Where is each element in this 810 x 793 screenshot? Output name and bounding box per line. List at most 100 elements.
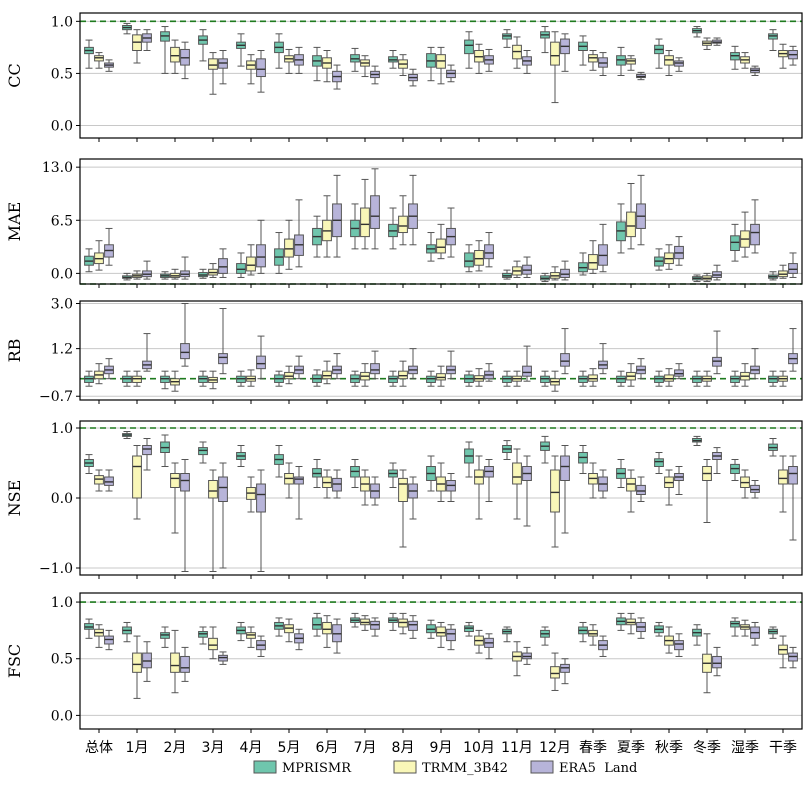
box-3-19 <box>788 328 798 372</box>
box-2-1 <box>94 240 104 271</box>
box-1-12 <box>502 626 512 643</box>
box-3-18 <box>750 621 760 646</box>
box-3-10 <box>446 64 456 83</box>
box-3-7 <box>332 353 342 380</box>
box-1-5 <box>236 621 246 642</box>
y-tick-label: 1.0 <box>51 421 73 437</box>
box-1-18 <box>730 223 740 262</box>
box-2-19 <box>778 455 788 513</box>
y-tick-label: 0.0 <box>51 708 73 724</box>
box-1-4 <box>198 626 208 645</box>
box-1-4 <box>198 29 208 62</box>
box-3-8 <box>370 476 380 506</box>
box-2-13 <box>550 455 560 548</box>
box-2-17 <box>702 633 712 694</box>
box-2-5 <box>246 626 256 648</box>
box-1-1 <box>84 39 94 69</box>
y-tick-label: −1.0 <box>39 561 73 577</box>
box-1-3 <box>160 626 170 648</box>
box-2-11 <box>474 240 484 272</box>
box-3-2 <box>142 641 152 682</box>
box-3-10 <box>446 350 456 380</box>
box-2-11 <box>474 43 484 74</box>
box-2-17 <box>702 272 712 283</box>
box-2-15 <box>626 612 636 635</box>
box-1-2 <box>122 272 132 281</box>
box-1-7 <box>312 369 322 387</box>
box-2-2 <box>132 445 142 520</box>
box-3-8 <box>370 65 380 85</box>
box-2-10 <box>436 621 446 648</box>
box-1-18 <box>730 370 740 387</box>
box-3-12 <box>522 646 532 665</box>
box-body <box>132 652 142 673</box>
box-3-2 <box>142 260 152 280</box>
box-2-3 <box>170 629 180 694</box>
x-tick-label: 湿季 <box>731 740 759 756</box>
box-body <box>198 447 208 456</box>
box-2-7 <box>322 195 332 258</box>
box-2-8 <box>360 178 370 250</box>
box-3-16 <box>674 466 684 495</box>
box-1-4 <box>198 441 208 464</box>
box-3-6 <box>294 466 304 520</box>
box-3-11 <box>484 633 494 660</box>
legend-label: MPRISMR <box>282 761 352 776</box>
box-2-18 <box>740 363 750 387</box>
panel-nse: −1.0 0.0 1.0 NSE <box>5 420 803 579</box>
box-1-15 <box>616 370 626 387</box>
box-3-11 <box>484 459 494 502</box>
box-3-15 <box>636 71 646 81</box>
box-3-11 <box>484 232 494 268</box>
box-3-9 <box>408 174 418 246</box>
box-body <box>560 455 570 481</box>
box-3-11 <box>484 363 494 382</box>
box-2-8 <box>360 469 370 506</box>
box-1-1 <box>84 618 94 639</box>
panel-mae: 0.0 6.5 13.0 MAE <box>5 158 803 288</box>
box-3-3 <box>180 646 190 682</box>
box-body <box>560 268 570 278</box>
box-3-14 <box>598 52 608 76</box>
box-body <box>246 256 256 272</box>
box-2-13 <box>550 370 560 392</box>
x-tick-label: 8月 <box>392 740 415 756</box>
box-2-9 <box>398 54 408 76</box>
box-1-19 <box>768 271 778 281</box>
box-2-16 <box>664 626 674 654</box>
box-2-11 <box>474 368 484 387</box>
box-body <box>170 46 180 63</box>
box-2-9 <box>398 360 408 387</box>
box-body <box>398 370 408 380</box>
box-1-15 <box>616 459 626 488</box>
box-body <box>464 39 474 55</box>
box-2-5 <box>246 244 256 276</box>
box-body <box>218 258 228 274</box>
box-3-7 <box>332 64 342 90</box>
x-tick-label: 9月 <box>430 740 453 756</box>
box-body <box>294 476 304 485</box>
box-2-6 <box>284 365 294 385</box>
box-1-17 <box>692 274 702 283</box>
box-3-12 <box>522 455 532 527</box>
box-2-2 <box>132 635 142 699</box>
box-1-10 <box>426 619 436 639</box>
box-1-13 <box>540 435 550 464</box>
box-2-8 <box>360 55 370 78</box>
box-3-19 <box>788 252 798 278</box>
box-2-15 <box>626 469 636 513</box>
box-1-12 <box>502 440 512 460</box>
box-2-9 <box>398 195 408 246</box>
box-2-16 <box>664 469 674 506</box>
box-1-17 <box>692 435 702 446</box>
box-1-5 <box>236 33 246 67</box>
box-2-2 <box>132 270 142 280</box>
box-2-9 <box>398 469 408 548</box>
box-1-6 <box>274 445 284 478</box>
box-1-10 <box>426 370 436 387</box>
box-2-14 <box>588 462 598 499</box>
box-2-12 <box>512 260 522 278</box>
box-body <box>218 353 228 365</box>
y-tick-label: 0.5 <box>51 652 73 668</box>
x-tick-label: 春季 <box>579 740 607 756</box>
